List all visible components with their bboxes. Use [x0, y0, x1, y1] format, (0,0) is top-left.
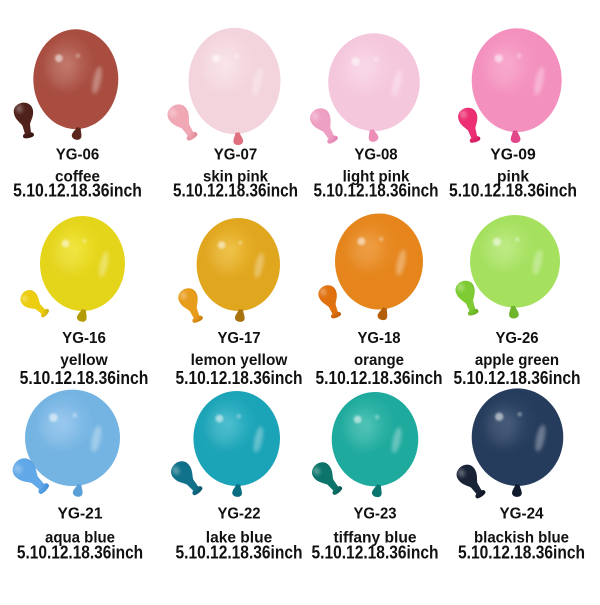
svg-text:coffee: coffee [55, 169, 100, 186]
svg-text:aqua blue: aqua blue [45, 530, 115, 547]
svg-text:YG-09: YG-09 [490, 147, 535, 164]
svg-text:5.10.12.18.36inch: 5.10.12.18.36inch [454, 368, 581, 388]
svg-text:5.10.12.18.36inch: 5.10.12.18.36inch [314, 181, 439, 201]
svg-text:orange: orange [354, 352, 404, 369]
svg-text:yellow: yellow [60, 352, 108, 369]
svg-text:light pink: light pink [343, 169, 410, 186]
svg-text:YG-06: YG-06 [56, 147, 99, 164]
svg-text:apple green: apple green [475, 352, 559, 369]
svg-text:YG-17: YG-17 [218, 330, 261, 347]
svg-text:5.10.12.18.36inch: 5.10.12.18.36inch [173, 181, 298, 201]
svg-text:5.10.12.18.36inch: 5.10.12.18.36inch [20, 368, 149, 388]
svg-text:YG-16: YG-16 [62, 330, 106, 347]
svg-text:YG-21: YG-21 [58, 505, 103, 522]
svg-text:YG-22: YG-22 [218, 505, 261, 522]
svg-text:YG-26: YG-26 [496, 330, 539, 347]
svg-text:YG-23: YG-23 [354, 505, 397, 522]
svg-text:YG-24: YG-24 [500, 505, 544, 522]
svg-text:lake blue: lake blue [206, 530, 273, 547]
svg-text:5.10.12.18.36inch: 5.10.12.18.36inch [13, 181, 142, 201]
svg-text:lemon yellow: lemon yellow [191, 352, 288, 369]
svg-text:YG-18: YG-18 [358, 330, 401, 347]
svg-text:tiffany blue: tiffany blue [334, 530, 417, 547]
svg-text:pink: pink [497, 169, 529, 186]
svg-text:skin pink: skin pink [203, 169, 268, 186]
svg-text:5.10.12.18.36inch: 5.10.12.18.36inch [458, 542, 585, 562]
svg-text:blackish blue: blackish blue [474, 530, 569, 547]
svg-text:5.10.12.18.36inch: 5.10.12.18.36inch [312, 542, 439, 562]
svg-text:5.10.12.18.36inch: 5.10.12.18.36inch [176, 368, 303, 388]
svg-text:YG-07: YG-07 [214, 147, 257, 164]
svg-text:5.10.12.18.36inch: 5.10.12.18.36inch [17, 542, 143, 562]
svg-text:5.10.12.18.36inch: 5.10.12.18.36inch [449, 181, 577, 201]
svg-text:YG-08: YG-08 [354, 147, 398, 164]
svg-text:5.10.12.18.36inch: 5.10.12.18.36inch [316, 368, 443, 388]
svg-text:5.10.12.18.36inch: 5.10.12.18.36inch [176, 542, 303, 562]
